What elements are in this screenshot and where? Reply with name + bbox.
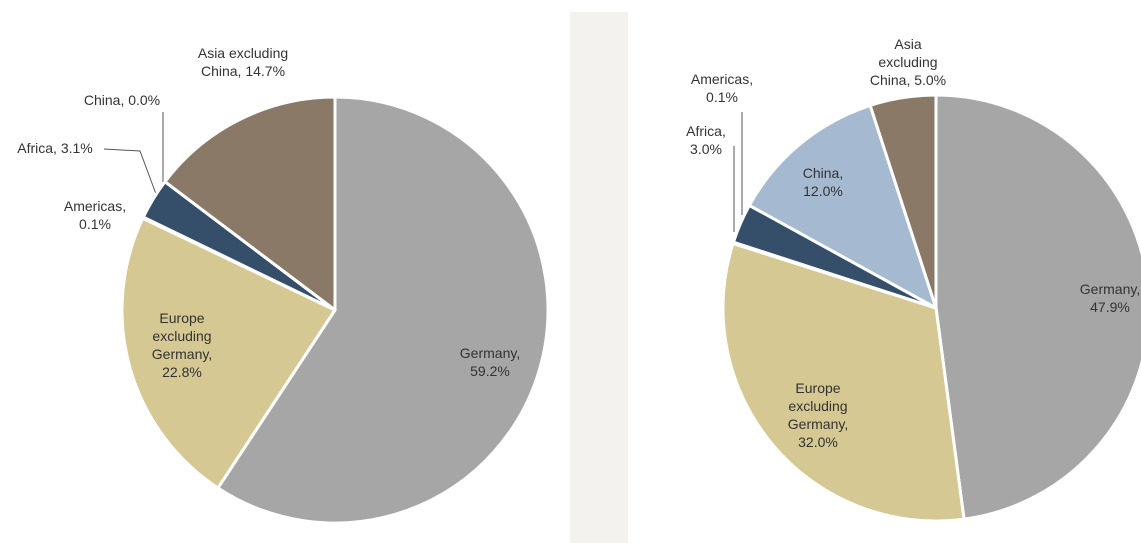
value-label: 0.0% [128,92,161,108]
slice-label: Africa, 3.1% [5,139,105,157]
value-label: 0.1% [79,216,111,232]
category-name: Africa, [17,140,57,156]
slice-label: Asia excluding China, 5.0% [863,35,953,89]
slice-label: Americas, 0.1% [687,70,757,106]
slice-label: Europe excluding Germany, 32.0% [773,379,863,451]
value-label: 22.8% [162,364,202,380]
slice-label: Americas, 0.1% [60,197,130,233]
slice-label: Germany, 59.2% [450,344,530,380]
slice-label: China, 12.0% [793,164,853,200]
category-name: Europe excluding Germany, [151,310,213,362]
pie-slice [721,241,966,523]
value-label: 59.2% [470,363,510,379]
category-name: Americas, [63,198,127,214]
slice-label: Africa, 3.0% [676,122,736,158]
leader-line [103,148,157,195]
value-label: 3.1% [60,140,93,156]
slice-label: Europe excluding Germany, 22.8% [137,309,227,381]
pie-slice [934,93,1141,521]
value-label: 3.0% [690,141,722,157]
value-label: 14.7% [245,63,286,79]
category-name: Asia excluding China, [197,45,289,79]
value-label: 47.9% [1090,299,1130,315]
pie-slice [216,95,550,525]
value-label: 5.0% [914,72,947,88]
value-label: 12.0% [803,183,843,199]
value-label: 0.1% [706,89,738,105]
category-name: Africa, [686,123,726,139]
category-name: Europe excluding Germany, [787,380,849,432]
pie-slice [747,103,938,310]
category-name: Germany, [459,345,521,361]
pie-slice [163,95,337,312]
pie-slice [868,93,938,310]
slice-label: Asia excluding China, 14.7% [193,44,293,80]
value-label: 32.0% [798,434,838,450]
slice-label: Germany, 47.9% [1070,280,1141,316]
category-name: Germany, [1079,281,1141,297]
category-name: Asia excluding China, [869,36,938,88]
category-name: Americas, [690,71,754,87]
separator [570,12,628,543]
slice-label: China, 0.0% [67,91,177,109]
category-name: China, [83,92,125,108]
category-name: China, [802,165,844,181]
